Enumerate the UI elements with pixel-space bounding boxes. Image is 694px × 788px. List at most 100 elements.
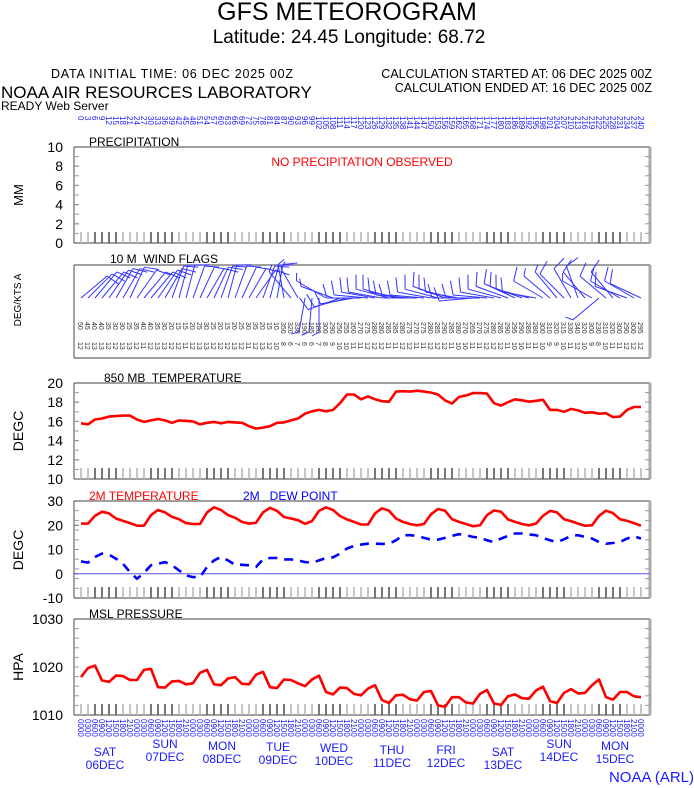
wind-direction-label: 40 [139,322,146,330]
wind-direction-label: 320 [580,322,587,334]
wind-speed-label: 10 [342,342,349,350]
wind-barb-feather [181,268,197,273]
forecast-hour-label: 0 [76,116,85,121]
wind-barb [269,264,294,299]
forecast-hour-label: 87 [279,116,288,125]
forecast-hour-label: 237 [629,116,638,130]
wind-direction-label: 340 [573,322,580,334]
day-labels: SAT06DECSUN07DECMON08DECTUE09DECWED10DEC… [86,737,635,772]
forecast-hour-label: 72 [244,116,253,125]
wind-barb-feather [441,283,447,299]
wind-barb-feather [204,265,220,268]
wind-speed-label: 12 [146,342,153,350]
forecast-hour-label: 66 [230,116,239,125]
wind-speed-label: 10 [510,342,517,350]
wind-direction-label: 320 [608,322,615,334]
wind-barb-feather [449,280,454,296]
wind-barb-feather [594,271,597,287]
wind-barb-feather [553,257,565,269]
wind-direction-label: 270 [412,322,419,334]
hour-of-day-label: 1500 [503,719,512,737]
wind-barb-staff [604,280,635,299]
t850-ylabel: DEGC [10,411,26,451]
forecast-hour-label: 216 [580,116,589,130]
wind-barb-staff [115,268,134,299]
wind-barb-feather [277,258,285,265]
wind-barb [594,271,628,299]
wind-barb [150,271,187,299]
wind-barb [562,272,593,299]
wind-speed-label: 12 [111,342,118,350]
hour-of-day-label: 1500 [391,719,400,737]
wind-speed-label: 11 [384,342,391,349]
wind-barb-staff [192,265,206,299]
wind-barb-feather [386,280,391,296]
hour-of-day-label: 1200 [272,719,281,737]
wind-barb [322,283,361,299]
wind-barb-staff [129,266,145,299]
wind-barb [565,297,600,321]
hour-of-day-label: 0900 [265,719,274,737]
wind-direction-label: 290 [328,322,335,334]
wind-barb-staff [609,283,642,299]
wind-barb-feather [579,262,587,277]
hour-of-day-label: 1500 [335,719,344,737]
wind-barb-feather [280,261,286,269]
date-label: 15DEC [596,752,635,766]
wind-speed-label: 12 [216,342,223,350]
wind-speed-label: 13 [153,342,160,350]
wind-speed-label: 13 [258,342,265,350]
forecast-hour-label: 21 [125,116,134,125]
wind-barb-staff [579,275,607,299]
wind-barb-staff [241,266,257,299]
wind-direction-label: 280 [398,322,405,334]
wind-speed-label: 12 [174,342,181,350]
wind-barb-staff [80,275,108,299]
hour-of-day-label: 1500 [279,719,288,737]
forecast-hour-label: 78 [258,116,267,125]
wind-direction-label: 285 [433,322,440,334]
wind-speed-label: 12 [405,342,412,350]
y-tick-label: 20 [47,517,63,533]
wind-barb-staff [341,291,376,299]
wind-barb-feather [565,316,574,321]
wind-direction-label: 280 [377,322,384,334]
y-tick-label: 14 [47,433,63,449]
wind-ylabel: DEG/KTS A [13,273,24,326]
wind-speed-label: 8 [321,342,328,346]
wind-barb-staff [534,271,558,299]
wind-barb-feather [395,277,399,293]
t2m-ylabel: DEGC [10,530,26,570]
wind-barb-feather [489,271,492,287]
wind-barb [386,280,425,299]
wind-barb-feather [372,280,377,296]
wind-direction-label: 10 [272,322,279,330]
wind-speed-label: 8 [594,342,601,346]
hour-of-day-label: 0300 [475,719,484,737]
wind-speed-label: 12 [132,342,139,350]
wind-barb-staff [220,265,234,299]
wind-speed-label: 12 [265,342,272,350]
wind-speed-label: 9 [552,342,559,346]
wind-barb-feather [604,266,609,282]
wind-barb [441,283,480,299]
wind-speed-label: 9 [545,342,552,346]
forecast-hour-label: 231 [615,116,624,130]
wind-speed-label: 10 [461,342,468,350]
day-of-week-label: THU [380,743,405,757]
wind-speed-label: 10 [538,342,545,350]
forecast-hour-label: 105 [321,116,330,130]
wind-barb-feather [378,283,384,299]
forecast-hour-label: 213 [573,116,582,130]
wind-direction-label: 275 [482,322,489,334]
date-label: 08DEC [203,752,242,766]
wind-barb [339,277,376,299]
forecast-hour-label: 48 [188,116,197,125]
wind-barb-feather [322,283,328,299]
wind-barb-feather [523,268,526,277]
forecast-hour-label: 90 [286,116,295,125]
wind-speed-label: 12 [489,342,496,350]
date-label: 09DEC [259,753,298,767]
wind-barb-staff [262,265,276,299]
forecast-hour-label: 210 [566,116,575,130]
